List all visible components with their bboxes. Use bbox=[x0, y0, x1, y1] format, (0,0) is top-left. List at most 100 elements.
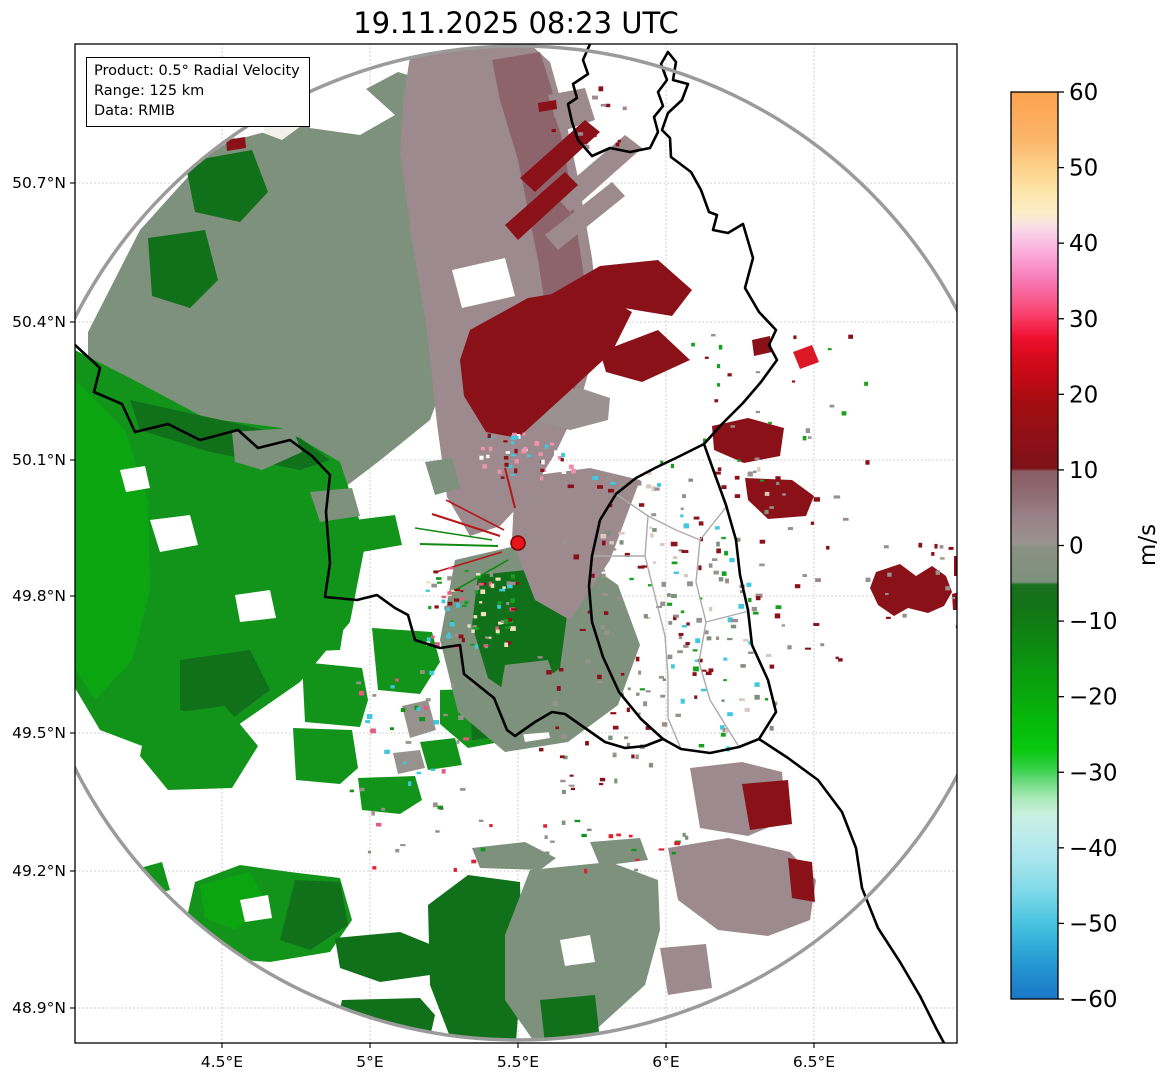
radar-speckle bbox=[643, 614, 648, 619]
radar-speckle bbox=[686, 622, 690, 626]
radar-speckle bbox=[529, 852, 533, 858]
radar-speckle bbox=[713, 570, 719, 575]
radar-speckle bbox=[716, 541, 720, 547]
y-tick-label: 48.9°N bbox=[12, 999, 66, 1017]
radar-speckle bbox=[813, 623, 820, 626]
radar-speckle bbox=[650, 533, 654, 538]
radar-speckle bbox=[711, 558, 718, 561]
product-info-box: Product: 0.5° Radial Velocity Range: 125… bbox=[86, 57, 310, 127]
y-tick-label: 49.5°N bbox=[12, 724, 66, 742]
radar-speckle bbox=[683, 523, 690, 529]
radar-speckle bbox=[608, 735, 613, 740]
radar-speckle bbox=[714, 399, 719, 403]
radar-speckle bbox=[563, 513, 570, 517]
colorbar-tick-label: 20 bbox=[1069, 382, 1098, 408]
radar-speckle bbox=[730, 624, 737, 629]
radar-speckle bbox=[635, 480, 642, 486]
x-tick-label: 4.5°E bbox=[201, 1053, 243, 1071]
radar-speckle bbox=[464, 600, 469, 605]
radar-speckle bbox=[738, 698, 745, 702]
radar-speckle bbox=[506, 602, 510, 606]
radar-speckle bbox=[684, 573, 688, 578]
radar-site-marker bbox=[510, 535, 526, 551]
radar-speckle bbox=[768, 421, 772, 425]
radar-speckle bbox=[587, 610, 592, 614]
radar-speckle bbox=[512, 432, 517, 436]
radar-speckle bbox=[539, 747, 544, 752]
radar-echo-blob bbox=[283, 555, 350, 652]
radar-speckle bbox=[935, 570, 941, 575]
district-border bbox=[695, 539, 740, 748]
radar-speckle bbox=[414, 705, 419, 710]
radar-speckle bbox=[561, 452, 566, 458]
radar-speckle bbox=[833, 495, 841, 499]
radar-speckle bbox=[510, 441, 515, 445]
radar-speckle bbox=[808, 436, 812, 439]
radar-speckle bbox=[537, 656, 543, 659]
radar-speckle bbox=[681, 624, 688, 628]
radar-echo-blob bbox=[520, 120, 600, 192]
radial-streak bbox=[414, 527, 493, 541]
radar-speckle bbox=[564, 722, 571, 726]
radar-speckle bbox=[754, 682, 760, 687]
radar-speckle bbox=[671, 561, 678, 565]
radar-speckle bbox=[505, 451, 510, 454]
radar-speckle bbox=[425, 581, 431, 584]
radar-speckle bbox=[744, 707, 750, 712]
radar-speckle bbox=[559, 755, 565, 759]
radar-speckle bbox=[460, 597, 465, 600]
country-border bbox=[757, 737, 946, 1043]
radar-speckle bbox=[842, 517, 849, 521]
radar-echo-blob bbox=[180, 650, 270, 720]
radar-echo-blob bbox=[460, 288, 632, 438]
radar-speckle bbox=[455, 603, 461, 608]
radar-speckle bbox=[624, 654, 630, 659]
radar-speckle bbox=[708, 668, 714, 673]
radar-speckle bbox=[631, 754, 635, 759]
radar-speckle bbox=[447, 601, 453, 606]
radar-speckle bbox=[395, 848, 400, 853]
colorbar-tick-label: 30 bbox=[1069, 307, 1098, 333]
radar-speckle bbox=[488, 581, 493, 587]
radar-speckle bbox=[453, 598, 460, 602]
x-tick-label: 5°E bbox=[356, 1053, 383, 1071]
radar-speckle bbox=[425, 589, 430, 592]
radar-speckle bbox=[506, 581, 511, 586]
radar-speckle bbox=[678, 549, 684, 552]
radar-speckle bbox=[366, 714, 373, 719]
radar-speckle bbox=[656, 605, 662, 608]
radar-speckle bbox=[479, 601, 483, 604]
overlay-layer bbox=[75, 44, 957, 1042]
radar-speckle bbox=[416, 707, 421, 711]
radar-speckle bbox=[608, 834, 614, 839]
radar-speckle bbox=[673, 571, 680, 574]
radar-speckle bbox=[887, 572, 892, 577]
radar-speckle bbox=[619, 540, 624, 545]
radar-echo-blob bbox=[232, 428, 302, 470]
radar-speckle bbox=[598, 782, 604, 786]
radar-speckle bbox=[544, 835, 548, 840]
radar-speckle bbox=[550, 840, 555, 843]
radar-speckle bbox=[631, 848, 637, 852]
radar-speckle bbox=[692, 649, 698, 652]
radar-speckle bbox=[704, 356, 709, 359]
radar-speckle bbox=[480, 847, 486, 852]
radar-speckle bbox=[389, 727, 394, 731]
radar-speckle bbox=[513, 582, 520, 585]
radar-speckle bbox=[670, 541, 678, 547]
radar-speckle bbox=[759, 539, 766, 544]
radar-speckle bbox=[400, 844, 406, 847]
radar-speckle bbox=[667, 654, 673, 660]
radar-speckle bbox=[721, 485, 727, 490]
radar-speckle bbox=[402, 761, 407, 765]
radar-speckle bbox=[610, 712, 617, 715]
radar-speckle bbox=[737, 459, 741, 462]
radar-speckle bbox=[584, 868, 588, 874]
radar-speckle bbox=[939, 545, 944, 549]
radar-speckle bbox=[646, 484, 652, 489]
radar-speckle bbox=[647, 584, 652, 587]
radar-speckle bbox=[727, 712, 733, 717]
radar-speckle bbox=[577, 132, 584, 136]
radar-speckle bbox=[754, 694, 760, 700]
